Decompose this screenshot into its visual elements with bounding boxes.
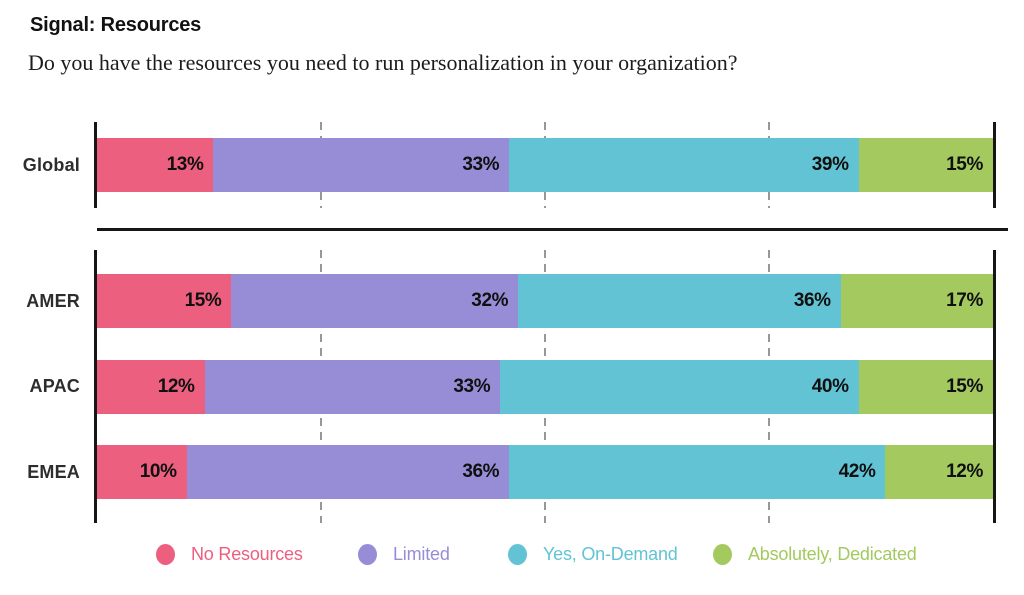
bar-segment-limited: 33% [204,359,501,414]
bar-row-apac: 12% 33% 40% 15% [97,359,993,414]
bar-row-emea: 10% 36% 42% 12% [97,445,993,499]
row-label-global: Global [22,154,80,175]
segment-value-label: 32% [471,290,509,311]
segment-value-label: 15% [946,375,983,397]
row-label-apac: APAC [29,376,80,396]
bar-segment-limited: 33% [213,138,510,192]
chart-section-regions: AMER APAC EMEA 15% 32% 36% 17% 12% 33% 40% 15% 10%… [0,250,996,523]
segment-value-label: 15% [184,290,222,311]
plot-area-global: 13% 33% 39% 15% [94,122,996,208]
bar-segment-yes-on-demand: 36% [518,274,841,328]
bar-segment-limited: 36% [186,445,510,499]
segment-value-label: 10% [139,461,177,482]
segment-value-label: 42% [838,461,876,482]
legend-item-limited: Limited [358,544,450,565]
bar-segment-yes-on-demand: 40% [500,359,859,414]
segment-value-label: 40% [811,375,849,397]
plot-area-regions: 15% 32% 36% 17% 12% 33% 40% 15% 10% 36% 42% 12% [94,250,996,523]
bar-segment-no-resources: 13% [97,138,214,192]
legend-item-no-resources: No Resources [156,544,303,565]
chart-section-global: Global 13% 33% 39% 15% [0,122,996,208]
bar-row-global: 13% 33% 39% 15% [97,138,993,192]
chart-subtitle: Do you have the resources you need to ru… [28,50,738,75]
row-label-amer: AMER [26,290,80,311]
legend-dot-no-resources [156,544,175,565]
segment-value-label: 15% [946,154,983,175]
chart-title: Signal: Resources [30,14,202,36]
bar-row-amer: 15% 32% 36% 17% [97,274,993,328]
legend-label-yes-on-demand: Yes, On-Demand [543,544,678,564]
segment-value-label: 36% [462,461,500,482]
segment-value-label: 12% [946,461,983,482]
segment-value-label: 13% [166,154,204,175]
bar-segment-no-resources: 12% [97,359,205,414]
segment-value-label: 36% [793,290,831,311]
bar-segment-yes-on-demand: 39% [509,138,859,192]
chart-legend: No Resources Limited Yes, On-Demand Absolut… [0,544,1024,570]
segment-value-label: 39% [811,154,849,175]
bar-segment-no-resources: 15% [97,274,232,328]
legend-label-limited: Limited [393,544,450,564]
segment-value-label: 17% [946,290,983,311]
segment-value-label: 33% [453,375,491,397]
bar-segment-absolutely-dedicated: 15% [858,359,993,414]
legend-item-yes-on-demand: Yes, On-Demand [508,544,678,565]
row-label-emea: EMEA [27,461,80,482]
segment-value-label: 12% [157,375,195,397]
row-labels-regions: AMER APAC EMEA [0,250,94,523]
bar-segment-no-resources: 10% [97,445,187,499]
legend-dot-limited [358,544,377,565]
legend-label-absolutely-dedicated: Absolutely, Dedicated [748,544,917,564]
segment-value-label: 33% [462,154,500,175]
bar-segment-absolutely-dedicated: 17% [840,274,993,328]
legend-dot-yes-on-demand [508,544,527,565]
bar-segment-yes-on-demand: 42% [509,445,886,499]
bar-segment-absolutely-dedicated: 15% [858,138,993,192]
bar-segment-absolutely-dedicated: 12% [885,445,993,499]
legend-dot-absolutely-dedicated [713,544,732,565]
legend-label-no-resources: No Resources [191,544,303,564]
section-divider-line [97,228,1008,231]
bar-segment-limited: 32% [231,274,519,328]
row-labels-global: Global [0,122,94,208]
legend-item-absolutely-dedicated: Absolutely, Dedicated [713,544,917,565]
